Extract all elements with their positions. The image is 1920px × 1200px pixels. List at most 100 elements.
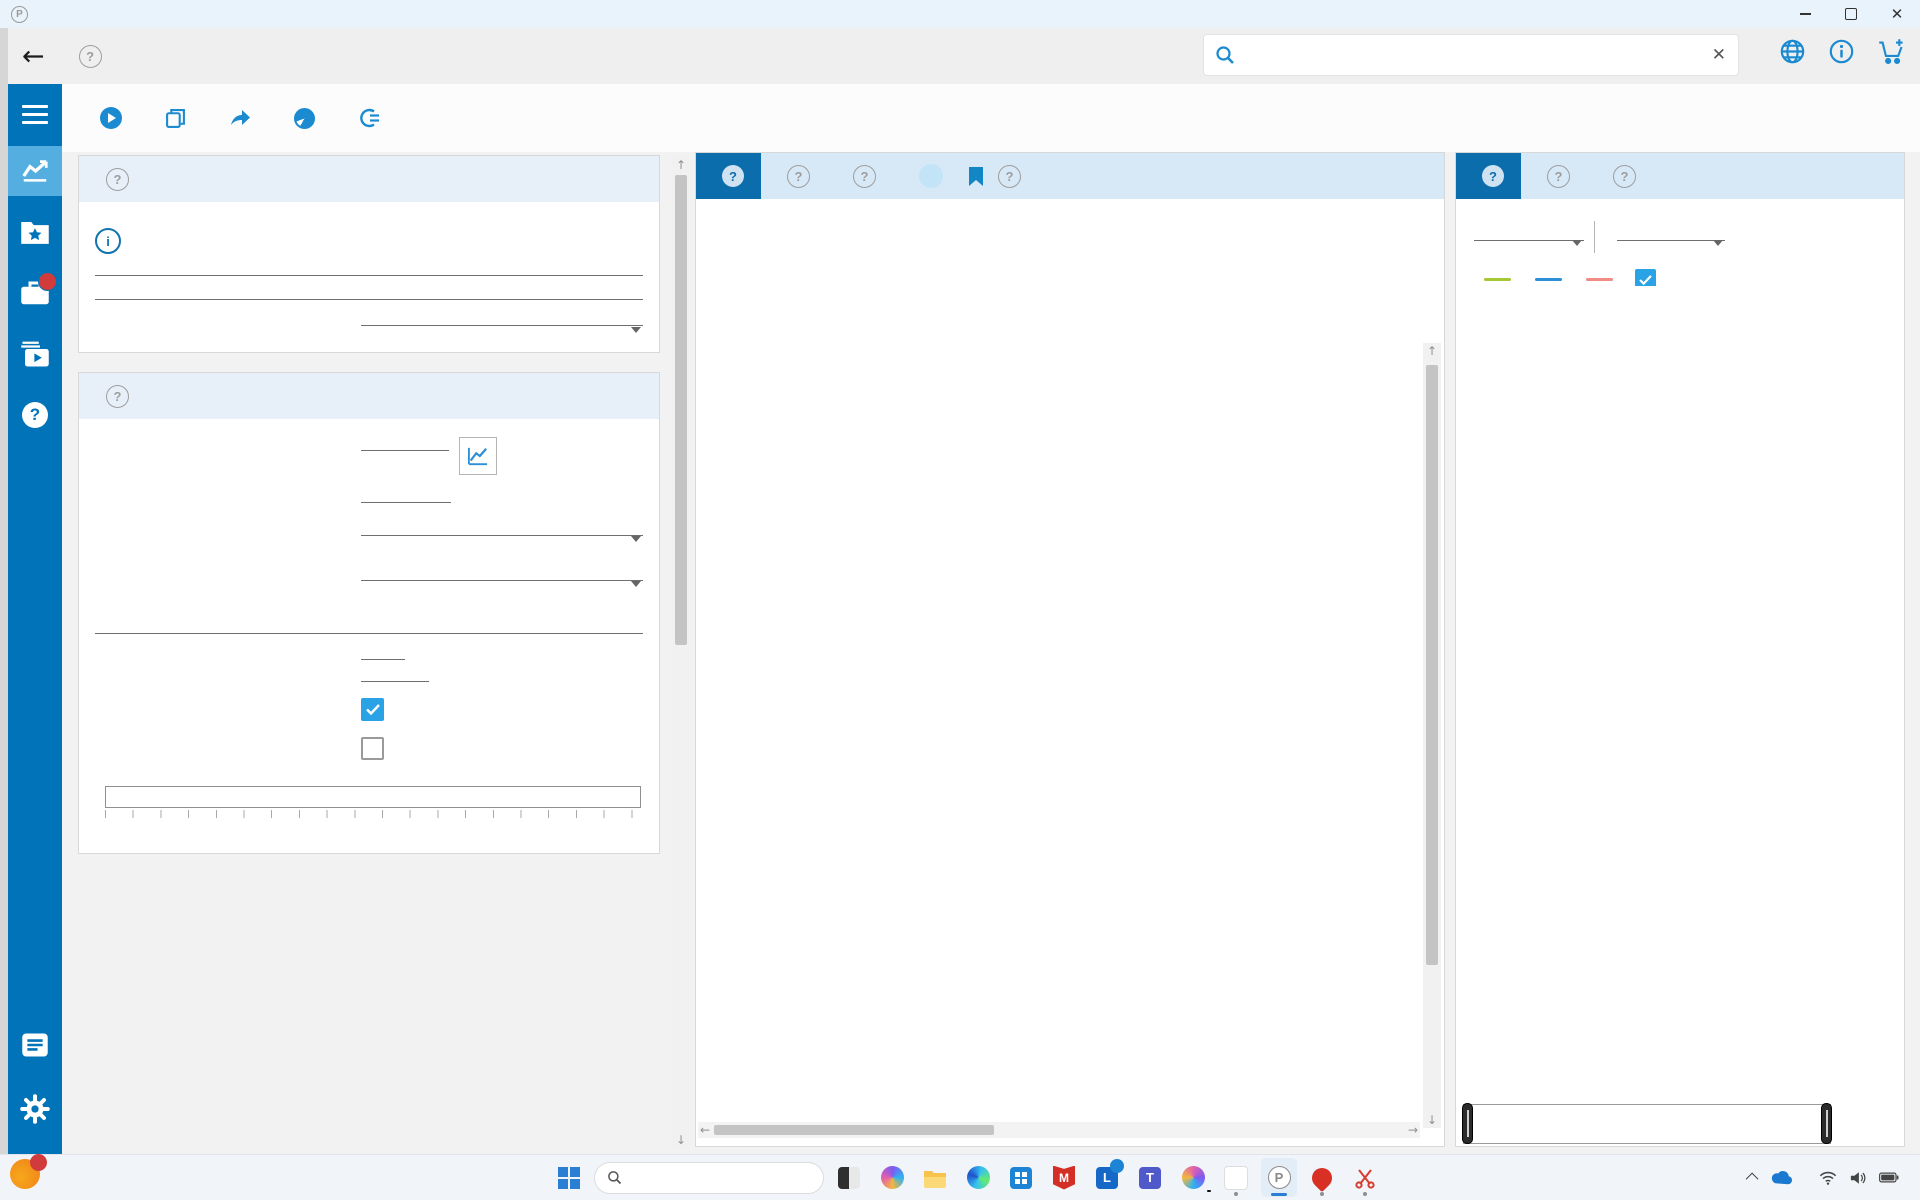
start-button[interactable] — [100, 107, 131, 129]
minimize-button[interactable] — [1782, 0, 1828, 28]
scrubber-left-handle[interactable] — [1462, 1103, 1473, 1144]
backtest-help-icon[interactable]: ? — [106, 385, 129, 408]
date-to-dropdown[interactable] — [361, 574, 643, 581]
chart-panel: ? ? ? — [1455, 152, 1905, 1147]
metrics-help-icon[interactable]: ? — [722, 165, 744, 187]
y-axis-dropdown[interactable] — [1617, 234, 1725, 241]
app-icon-portfolio-boss[interactable]: P — [1261, 1158, 1297, 1197]
back-button[interactable]: ← — [22, 43, 45, 70]
app-icon-store[interactable] — [1003, 1158, 1039, 1197]
taskbar-search[interactable] — [594, 1162, 824, 1194]
app-icon-lightroom[interactable]: L — [1089, 1158, 1125, 1197]
ratio-field[interactable] — [361, 676, 429, 682]
num-periods-field[interactable] — [361, 654, 405, 660]
initial-amount-field[interactable] — [361, 497, 451, 503]
stats-help-icon[interactable]: ? — [1613, 165, 1636, 188]
left-scrollbar-thumb[interactable] — [675, 175, 687, 645]
tray-cloud-icon[interactable] — [1771, 1170, 1793, 1185]
description-field[interactable] — [95, 294, 643, 300]
app-icon-flame[interactable] — [1304, 1158, 1340, 1197]
scroll-down-icon[interactable]: ↓ — [1423, 1112, 1441, 1128]
sidebar-item-favorites[interactable] — [8, 207, 62, 257]
search-clear-icon[interactable]: ✕ — [1700, 45, 1738, 65]
tab-instrument[interactable]: ? — [1521, 153, 1587, 199]
sidebar-item-strategy-library[interactable] — [8, 329, 62, 379]
backtest-card: ? — [78, 372, 660, 854]
notifications-dropdown[interactable] — [361, 320, 643, 326]
metrics-vscrollbar-thumb[interactable] — [1426, 365, 1438, 965]
left-scrollbar[interactable]: ↑ ↓ — [672, 155, 690, 1150]
sidebar-item-strategies[interactable] — [8, 146, 62, 196]
last-period-checkbox[interactable] — [361, 737, 384, 760]
benchmark-field[interactable] — [361, 445, 449, 451]
info-icon[interactable] — [1828, 38, 1855, 65]
metrics-panel: ? ? ? ? — [695, 152, 1445, 1147]
performance-help-icon[interactable]: ? — [787, 165, 810, 188]
tab-stats[interactable]: ? — [1587, 153, 1653, 199]
chart-range-scrubber[interactable] — [1463, 1104, 1831, 1144]
scroll-left-icon[interactable]: ← — [698, 1122, 712, 1138]
hamburger-icon — [22, 100, 48, 129]
search-icon — [1215, 45, 1235, 65]
tab-positions[interactable]: ? — [827, 153, 893, 199]
tray-expand-icon[interactable] — [1746, 1173, 1759, 1186]
multi-strategy-help-icon[interactable]: ? — [106, 168, 129, 191]
first-period-checkbox[interactable] — [361, 698, 384, 721]
wifi-icon[interactable] — [1819, 1171, 1837, 1185]
sidebar-item-portfolio[interactable] — [8, 268, 62, 318]
speaker-icon[interactable] — [1850, 1171, 1866, 1185]
scroll-up-icon[interactable]: ↑ — [1423, 343, 1441, 359]
tab-performance[interactable]: ? — [761, 153, 827, 199]
instrument-help-icon[interactable]: ? — [1547, 165, 1570, 188]
tab-metrics[interactable]: ? — [696, 153, 761, 199]
tab-chart[interactable]: ? — [1456, 153, 1521, 199]
scrubber-right-handle[interactable] — [1821, 1103, 1832, 1144]
m365-copilot-icon — [1182, 1166, 1205, 1189]
weather-widget[interactable] — [10, 1159, 48, 1189]
metrics-hscrollbar[interactable]: ← → — [698, 1122, 1420, 1138]
copy-button[interactable] — [165, 108, 195, 129]
scroll-down-icon[interactable]: ↓ — [672, 1132, 690, 1148]
divider — [1594, 221, 1595, 253]
app-icon-teams[interactable]: T — [1132, 1158, 1168, 1197]
bookmark-button[interactable] — [960, 153, 992, 199]
running-indicator — [1320, 1192, 1324, 1196]
app-icon-file-explorer[interactable] — [917, 1158, 953, 1197]
app-icon-tt[interactable] — [1218, 1158, 1254, 1197]
sample-period-bar[interactable] — [105, 786, 641, 808]
positions-help-icon[interactable]: ? — [853, 165, 876, 188]
sidebar-item-notes[interactable] — [8, 1020, 62, 1070]
reset-button[interactable] — [358, 108, 389, 128]
app-icon-snip[interactable] — [1347, 1158, 1383, 1197]
start-menu-button[interactable] — [551, 1158, 587, 1197]
sidebar-item-settings[interactable] — [8, 1084, 62, 1134]
maximize-button[interactable] — [1828, 0, 1874, 28]
tab-trade-signals[interactable] — [893, 153, 960, 199]
sidebar-menu-button[interactable] — [8, 84, 62, 134]
sidebar-item-help[interactable]: ? — [8, 390, 62, 440]
cart-add-icon[interactable] — [1877, 38, 1906, 65]
tt-icon — [1224, 1166, 1248, 1190]
chart-help-icon[interactable]: ? — [1482, 165, 1504, 187]
metrics-hscrollbar-thumb[interactable] — [714, 1125, 994, 1135]
search-input[interactable] — [1244, 45, 1700, 65]
chart-type-dropdown[interactable] — [1474, 234, 1584, 241]
app-icon-widgets[interactable] — [831, 1158, 867, 1197]
close-button[interactable]: ✕ — [1874, 0, 1920, 28]
trade-plan-button[interactable] — [294, 108, 324, 129]
tabbar-help[interactable]: ? — [992, 153, 1038, 199]
date-from-dropdown[interactable] — [361, 529, 643, 536]
name-field[interactable] — [95, 270, 643, 276]
app-icon-mcafee[interactable]: M — [1046, 1158, 1082, 1197]
benchmark-chart-button[interactable] — [459, 437, 497, 475]
metrics-vscrollbar[interactable]: ↑ ↓ — [1423, 343, 1441, 1128]
scroll-up-icon[interactable]: ↑ — [672, 157, 690, 173]
scroll-right-icon[interactable]: → — [1406, 1122, 1420, 1138]
export-button[interactable] — [229, 108, 260, 128]
battery-icon[interactable] — [1879, 1172, 1899, 1183]
app-icon-m365-copilot[interactable] — [1175, 1158, 1211, 1197]
app-icon-copilot[interactable] — [874, 1158, 910, 1197]
page-help-icon[interactable]: ? — [79, 45, 102, 68]
globe-icon[interactable] — [1779, 38, 1806, 65]
app-icon-edge[interactable] — [960, 1158, 996, 1197]
